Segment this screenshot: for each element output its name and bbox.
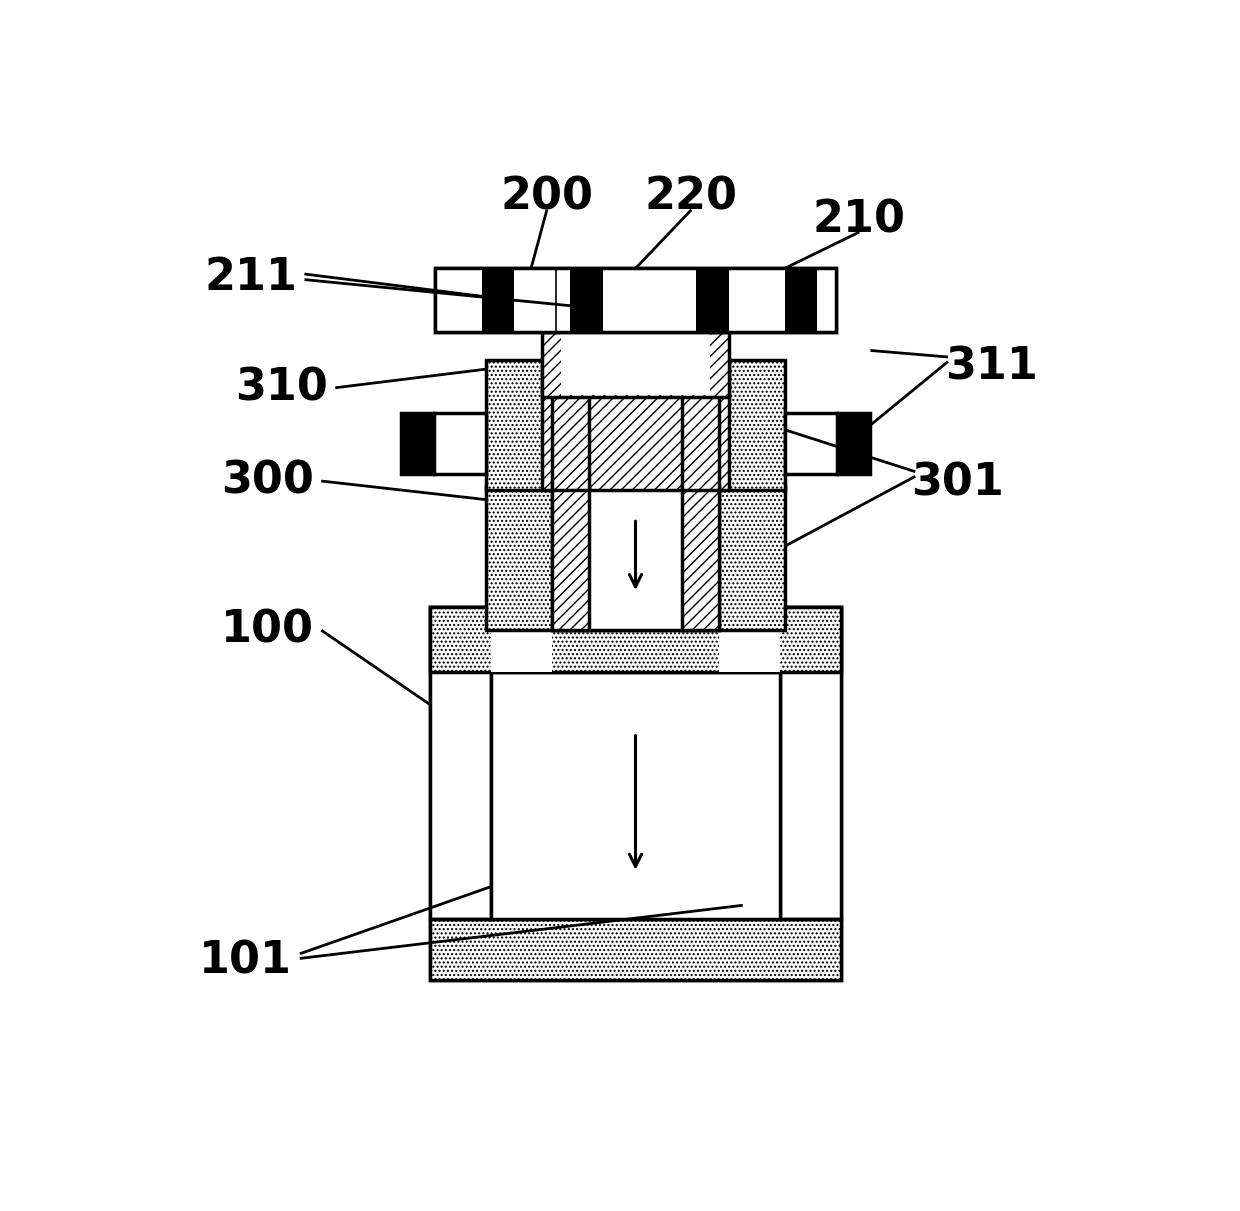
Text: 101: 101 — [200, 940, 293, 983]
Bar — [430, 607, 491, 919]
Bar — [486, 360, 785, 490]
Bar — [817, 269, 836, 332]
Bar — [401, 413, 486, 474]
Bar — [542, 332, 729, 397]
Bar — [552, 486, 719, 630]
Bar — [542, 360, 729, 490]
Bar — [696, 269, 729, 332]
Text: 301: 301 — [910, 461, 1003, 504]
Bar — [515, 269, 570, 332]
Bar — [785, 269, 817, 332]
Bar — [430, 607, 491, 919]
Bar — [560, 334, 711, 395]
Bar — [435, 269, 481, 332]
Bar — [719, 607, 780, 672]
Bar — [785, 413, 870, 474]
Bar — [401, 413, 434, 474]
Bar — [552, 486, 589, 630]
Bar — [837, 413, 870, 474]
Bar — [481, 269, 515, 332]
Text: 220: 220 — [645, 176, 738, 218]
Text: 310: 310 — [234, 366, 327, 409]
Bar — [491, 672, 780, 919]
Text: 100: 100 — [221, 609, 314, 652]
Text: 211: 211 — [205, 257, 298, 299]
Bar — [486, 486, 785, 630]
Text: 311: 311 — [945, 346, 1038, 389]
Bar — [430, 607, 841, 672]
Bar — [729, 269, 785, 332]
Bar — [780, 607, 841, 919]
Bar — [430, 607, 841, 980]
Bar — [435, 269, 836, 332]
Text: 300: 300 — [221, 459, 314, 503]
Bar — [430, 919, 841, 980]
Bar — [603, 269, 696, 332]
Text: 210: 210 — [812, 199, 905, 241]
Bar — [682, 360, 719, 490]
Bar — [682, 486, 719, 630]
Bar — [491, 607, 552, 672]
Bar — [780, 607, 841, 919]
Bar — [552, 360, 589, 490]
Bar — [435, 269, 836, 332]
Text: 200: 200 — [501, 176, 594, 218]
Bar — [570, 269, 603, 332]
